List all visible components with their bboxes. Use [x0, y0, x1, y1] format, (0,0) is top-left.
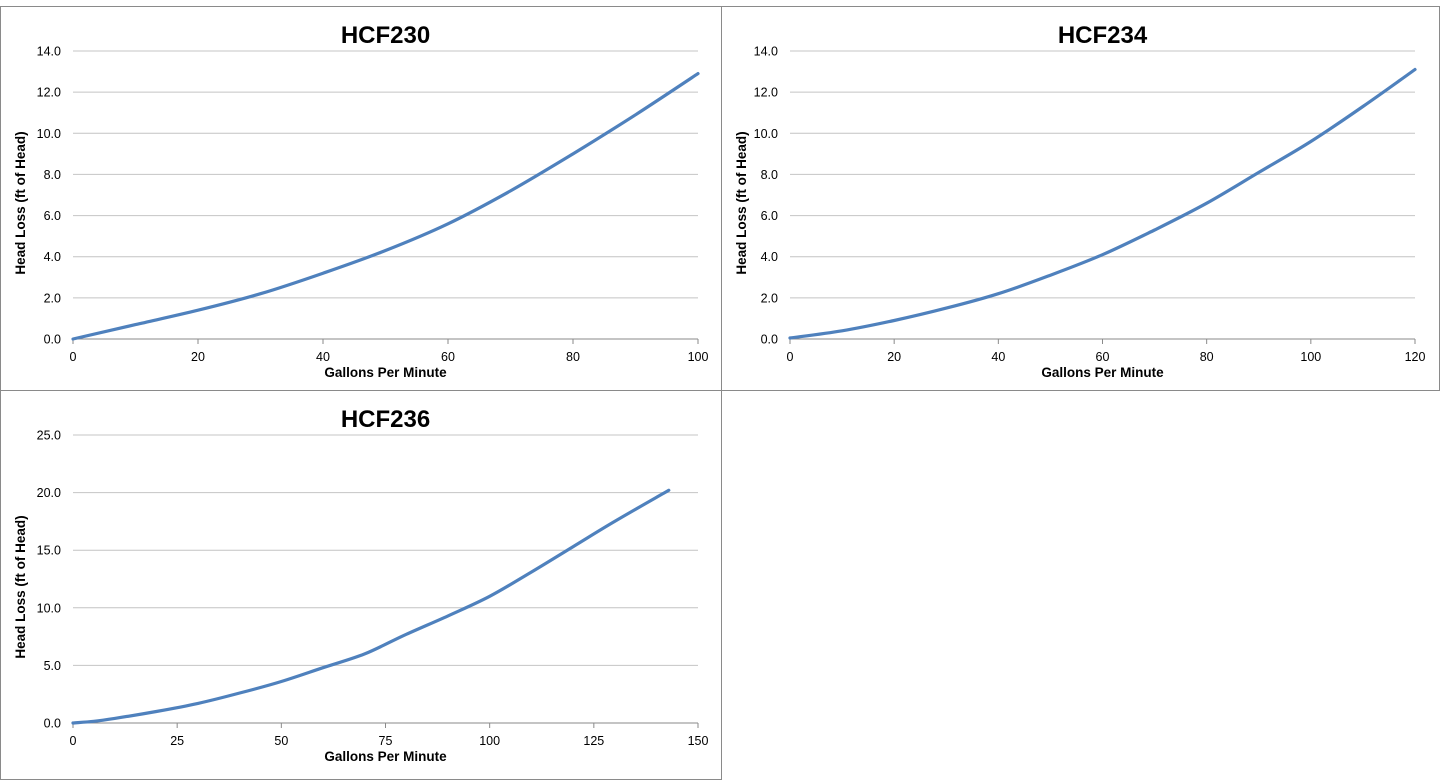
- chart-hcf234: 0.0 2.0 4.0 6.0 8.0 10.0 12.0 14.0 0 20 40 60 80 100 1…: [734, 22, 1426, 380]
- y-tick-label: 5.0: [44, 659, 61, 673]
- series-line: [71, 72, 700, 341]
- x-tick-label: 80: [1200, 350, 1214, 364]
- series-line: [71, 488, 671, 725]
- x-tick-label: 20: [887, 350, 901, 364]
- x-tick-label: 80: [566, 350, 580, 364]
- y-tick-label: 4.0: [44, 250, 61, 264]
- x-tick-label: 0: [70, 350, 77, 364]
- chart-hcf230: 0.0 2.0 4.0 6.0 8.0 10.0 12.0 14.0 0 20 40 60 80 100 H…: [13, 22, 709, 380]
- series-line: [788, 67, 1417, 340]
- x-tick-label: 75: [379, 734, 393, 748]
- chart-panel-hcf236: 0.0 5.0 10.0 15.0 20.0 25.0 0 25 50 75 100 125 150 HC…: [0, 390, 722, 780]
- x-axis-label: Gallons Per Minute: [1041, 365, 1164, 380]
- chart-hcf236: 0.0 5.0 10.0 15.0 20.0 25.0 0 25 50 75 100 125 150 HC…: [13, 406, 709, 764]
- y-tick-label: 10.0: [754, 127, 778, 141]
- x-tick-label: 25: [170, 734, 184, 748]
- y-tick-label: 0.0: [44, 717, 61, 731]
- chart-title: HCF236: [341, 406, 430, 433]
- chart-title: HCF230: [341, 22, 430, 49]
- y-tick-label: 6.0: [761, 209, 778, 223]
- x-axis-label: Gallons Per Minute: [324, 749, 447, 764]
- y-tick-label: 10.0: [37, 127, 61, 141]
- x-tick-label: 120: [1405, 350, 1426, 364]
- x-tick-label: 100: [1300, 350, 1321, 364]
- y-tick-label: 14.0: [37, 45, 61, 59]
- y-tick-label: 8.0: [44, 168, 61, 182]
- x-tick-label: 0: [70, 734, 77, 748]
- y-tick-label: 12.0: [754, 86, 778, 100]
- y-tick-label: 0.0: [44, 333, 61, 347]
- y-tick-label: 6.0: [44, 209, 61, 223]
- y-tick-label: 2.0: [761, 291, 778, 305]
- y-tick-label: 10.0: [37, 601, 61, 615]
- y-tick-label: 0.0: [761, 333, 778, 347]
- x-tick-label: 125: [583, 734, 604, 748]
- x-tick-label: 0: [787, 350, 794, 364]
- y-tick-label: 14.0: [754, 45, 778, 59]
- y-tick-label: 25.0: [37, 429, 61, 443]
- y-tick-label: 12.0: [37, 86, 61, 100]
- y-tick-label: 15.0: [37, 544, 61, 558]
- y-tick-label: 2.0: [44, 291, 61, 305]
- x-tick-label: 20: [191, 350, 205, 364]
- y-axis-label: Head Loss (ft of Head): [734, 131, 749, 274]
- x-tick-label: 60: [441, 350, 455, 364]
- x-tick-label: 40: [316, 350, 330, 364]
- chart-title: HCF234: [1058, 22, 1148, 49]
- y-axis-label: Head Loss (ft of Head): [13, 131, 28, 274]
- chart-panel-hcf230: 0.0 2.0 4.0 6.0 8.0 10.0 12.0 14.0 0 20 40 60 80 100 H…: [0, 6, 722, 391]
- x-tick-label: 40: [991, 350, 1005, 364]
- y-axis-label: Head Loss (ft of Head): [13, 515, 28, 658]
- y-tick-label: 8.0: [761, 168, 778, 182]
- x-tick-label: 150: [688, 734, 709, 748]
- x-tick-label: 50: [274, 734, 288, 748]
- x-tick-label: 60: [1096, 350, 1110, 364]
- chart-panel-hcf234: 0.0 2.0 4.0 6.0 8.0 10.0 12.0 14.0 0 20 40 60 80 100 1…: [721, 6, 1440, 391]
- y-tick-label: 20.0: [37, 486, 61, 500]
- x-tick-label: 100: [479, 734, 500, 748]
- x-tick-label: 100: [688, 350, 709, 364]
- y-tick-label: 4.0: [761, 250, 778, 264]
- x-axis-label: Gallons Per Minute: [324, 365, 447, 380]
